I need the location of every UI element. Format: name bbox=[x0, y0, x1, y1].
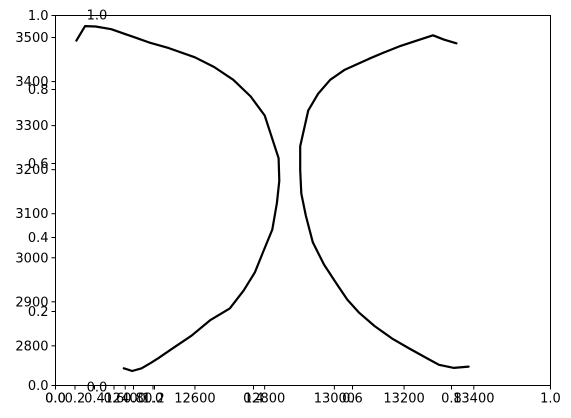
main-y-tick-label: 3000 bbox=[15, 251, 48, 266]
overlay-x-tick-label: 0.4 bbox=[84, 392, 105, 407]
frame-y-tick-label: 1.0 bbox=[28, 9, 49, 24]
main-x-tick-label: 12800 bbox=[244, 392, 285, 407]
frame-x-tick-label: 0.8 bbox=[441, 392, 462, 407]
main-y-tick-label: 3200 bbox=[15, 163, 48, 178]
overlay-x-tick-label: 0.0 bbox=[45, 392, 66, 407]
tick-layer: 0.0 0.2 0.4 0.6 0.8 1.00.00.20.40.60.81.00.00… bbox=[15, 9, 560, 407]
main-y-tick-label: 3100 bbox=[15, 207, 48, 222]
frame-y-tick-label: 0.2 bbox=[28, 305, 49, 320]
frame-y-tick-label: 0.8 bbox=[28, 83, 49, 98]
main-y-tick-label: 3400 bbox=[15, 75, 48, 90]
frame-x-tick-label: 0.0 bbox=[45, 392, 66, 407]
frame-x-tick-label: 1.0 bbox=[540, 392, 561, 407]
overlay-x-tick-label: 0.2 bbox=[65, 392, 86, 407]
main-y-tick-label: 2900 bbox=[15, 295, 48, 310]
overlay-x-tick-label: 0.6 bbox=[104, 392, 125, 407]
main-x-tick-label: 13000 bbox=[314, 392, 355, 407]
frame-x-tick-label: 0.2 bbox=[144, 392, 165, 407]
main-x-tick-label: 12600 bbox=[174, 392, 215, 407]
left-curve-line bbox=[75, 25, 281, 373]
axes-frame bbox=[55, 15, 551, 386]
frame-y-tick-label: 0.0 bbox=[28, 379, 49, 394]
frame-y-tick-label: 0.4 bbox=[28, 231, 49, 246]
main-x-tick-label: 13200 bbox=[383, 392, 424, 407]
overlay-x-tick-label: 0.8 bbox=[123, 392, 144, 407]
overlay-y-tick-label: 0.0 bbox=[87, 381, 108, 396]
frame-y-tick-label: 0.6 bbox=[28, 157, 49, 172]
right-curve-line bbox=[299, 34, 470, 369]
frame-x-tick-label: 0.6 bbox=[342, 392, 363, 407]
main-x-tick-label: 13400 bbox=[453, 392, 494, 407]
main-y-tick-label: 2800 bbox=[15, 339, 48, 354]
main-y-tick-label: 3300 bbox=[15, 119, 48, 134]
main-x-tick-label: 12400 bbox=[105, 392, 146, 407]
main-y-tick-label: 3500 bbox=[15, 31, 48, 46]
frame-x-tick-label: 0.4 bbox=[243, 392, 264, 407]
plot-lines bbox=[75, 25, 470, 373]
overlay-x-tick-label: 1.0 bbox=[143, 392, 164, 407]
